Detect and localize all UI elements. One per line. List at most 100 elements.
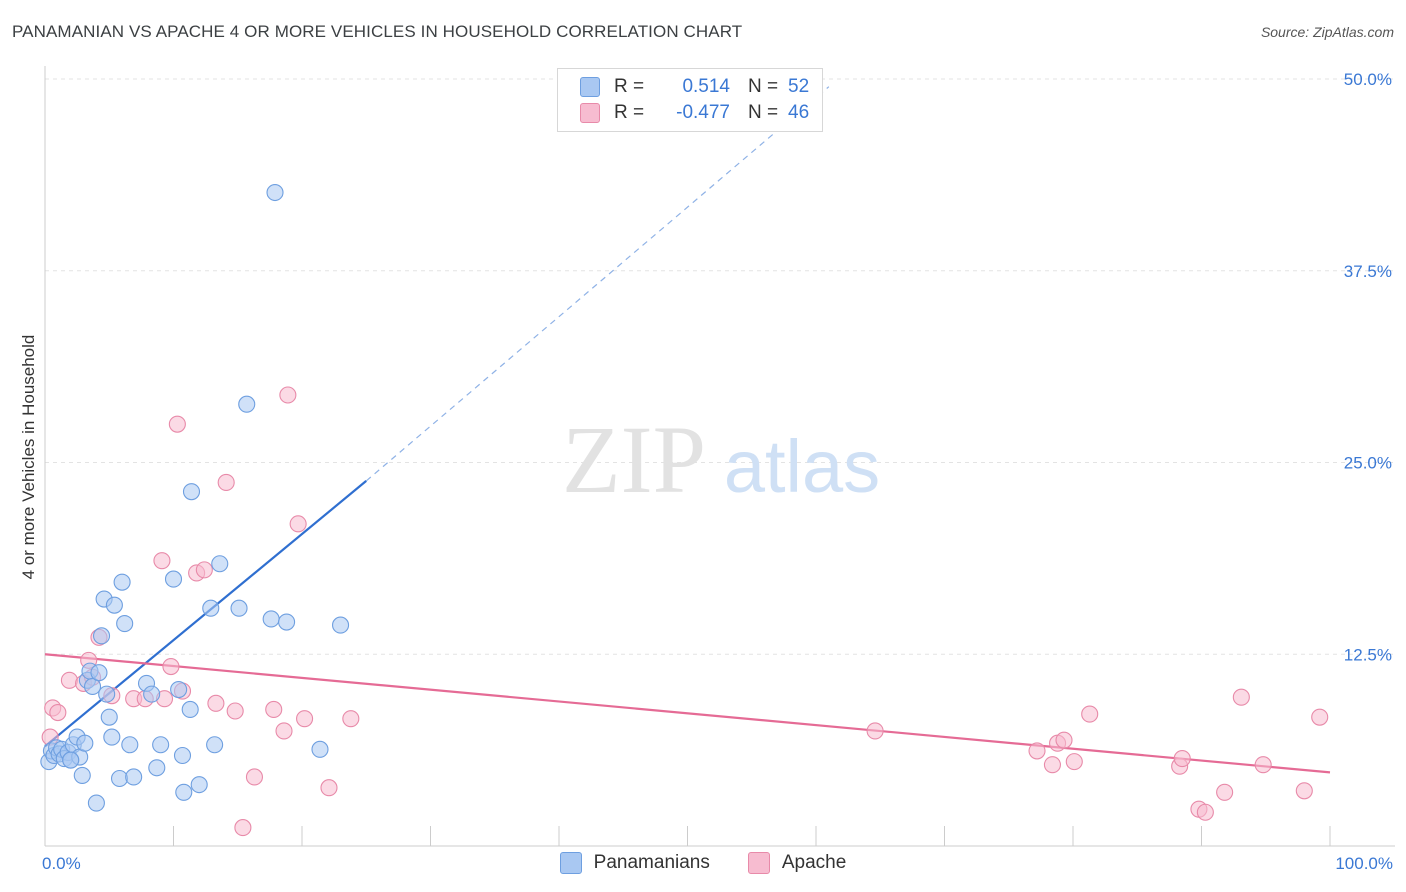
point-panamanians — [206, 736, 224, 754]
legend-swatch-pink — [580, 103, 600, 123]
point-panamanians — [92, 627, 111, 645]
point-panamanians — [148, 759, 166, 777]
point-apache — [1173, 750, 1191, 768]
legend-row-panamanians: R = 0.514 N = 52 — [580, 75, 809, 99]
point-panamanians — [87, 794, 105, 812]
point-apache — [60, 671, 78, 689]
point-panamanians — [170, 680, 188, 699]
y-tick-label: 50.0% — [1344, 70, 1392, 89]
point-panamanians — [266, 183, 284, 202]
point-apache — [245, 768, 264, 786]
point-panamanians — [175, 783, 193, 801]
point-apache — [279, 386, 297, 404]
point-panamanians — [202, 599, 220, 617]
n-value: 52 — [788, 76, 810, 97]
n-label: N = — [748, 102, 779, 123]
r-label: R = — [614, 76, 645, 97]
gridlines — [45, 78, 1395, 655]
point-apache — [275, 722, 293, 740]
point-panamanians — [76, 734, 94, 752]
point-panamanians — [181, 700, 199, 719]
point-apache — [1216, 783, 1234, 801]
n-value: 46 — [788, 102, 810, 123]
data-points — [40, 183, 1329, 837]
point-apache — [1254, 756, 1272, 774]
point-apache — [342, 710, 360, 728]
point-apache — [866, 722, 884, 740]
y-tick-label: 25.0% — [1344, 454, 1392, 473]
point-panamanians — [331, 616, 350, 634]
point-panamanians — [152, 736, 170, 754]
watermark-atlas: atlas — [724, 425, 880, 508]
point-apache — [234, 819, 252, 837]
point-panamanians — [173, 746, 192, 765]
series-legend: Panamanians Apache — [0, 852, 1406, 874]
source-label: Source: ZipAtlas.com — [1260, 24, 1394, 40]
legend-item-panamanians[interactable]: Panamanians — [559, 852, 710, 874]
legend-swatch-panamanians — [559, 852, 582, 874]
point-apache — [320, 779, 338, 797]
x-tick-label-min: 0.0% — [42, 854, 81, 873]
point-panamanians — [113, 573, 131, 591]
tick-labels: 12.5% 25.0% 37.5% 50.0% 0.0% 100.0% — [42, 70, 1393, 873]
legend-item-apache[interactable]: Apache — [747, 852, 847, 874]
y-tick-label: 12.5% — [1344, 645, 1392, 664]
legend-row-apache: R = -0.477 N = 46 — [580, 101, 809, 125]
legend-swatch-blue — [580, 77, 600, 97]
point-panamanians — [105, 596, 123, 614]
point-panamanians — [116, 615, 134, 633]
point-apache — [217, 473, 235, 491]
point-panamanians — [103, 728, 121, 746]
point-apache — [207, 694, 225, 712]
point-panamanians — [230, 599, 248, 617]
point-apache — [1043, 756, 1061, 774]
point-apache — [289, 515, 307, 533]
point-apache — [1196, 803, 1214, 821]
point-panamanians — [262, 610, 280, 628]
point-panamanians — [110, 769, 129, 788]
point-apache — [162, 657, 180, 676]
point-panamanians — [98, 685, 116, 703]
point-apache — [1311, 708, 1329, 726]
point-apache — [1081, 705, 1099, 723]
legend-label-panamanians: Panamanians — [593, 852, 710, 873]
point-panamanians — [73, 766, 91, 784]
point-panamanians — [62, 751, 80, 769]
point-apache — [296, 710, 314, 728]
point-apache — [49, 703, 67, 722]
point-panamanians — [100, 708, 118, 726]
point-panamanians — [238, 395, 256, 413]
point-apache — [1028, 742, 1046, 760]
point-apache — [1295, 782, 1313, 800]
y-tick-label: 37.5% — [1344, 262, 1392, 281]
point-panamanians — [121, 736, 139, 754]
point-apache — [168, 415, 186, 433]
axes — [44, 66, 1395, 847]
y-axis-label: 4 or more Vehicles in Household — [19, 335, 38, 580]
point-apache — [226, 702, 244, 720]
point-panamanians — [311, 740, 329, 758]
point-panamanians — [90, 664, 108, 682]
x-tick-label-max: 100.0% — [1335, 854, 1393, 873]
point-apache — [265, 700, 283, 719]
legend-label-apache: Apache — [781, 852, 847, 873]
point-panamanians — [211, 555, 229, 573]
point-panamanians — [83, 677, 102, 696]
point-panamanians — [164, 570, 183, 588]
trend-line-apache — [44, 653, 1331, 774]
trend-line-panamanians-extension — [365, 86, 830, 482]
n-label: N = — [748, 76, 779, 97]
point-apache — [1055, 731, 1073, 749]
legend-swatch-apache — [747, 852, 770, 874]
chart-title: PANAMANIAN VS APACHE 4 OR MORE VEHICLES … — [12, 22, 743, 41]
point-apache — [1232, 688, 1250, 706]
point-apache — [153, 552, 171, 570]
point-panamanians — [190, 776, 208, 794]
watermark-zip: ZIP — [562, 406, 706, 513]
point-panamanians — [278, 613, 296, 631]
point-panamanians — [182, 483, 201, 501]
point-apache — [1065, 753, 1083, 771]
r-value: -0.477 — [676, 102, 730, 123]
point-apache — [195, 561, 213, 579]
